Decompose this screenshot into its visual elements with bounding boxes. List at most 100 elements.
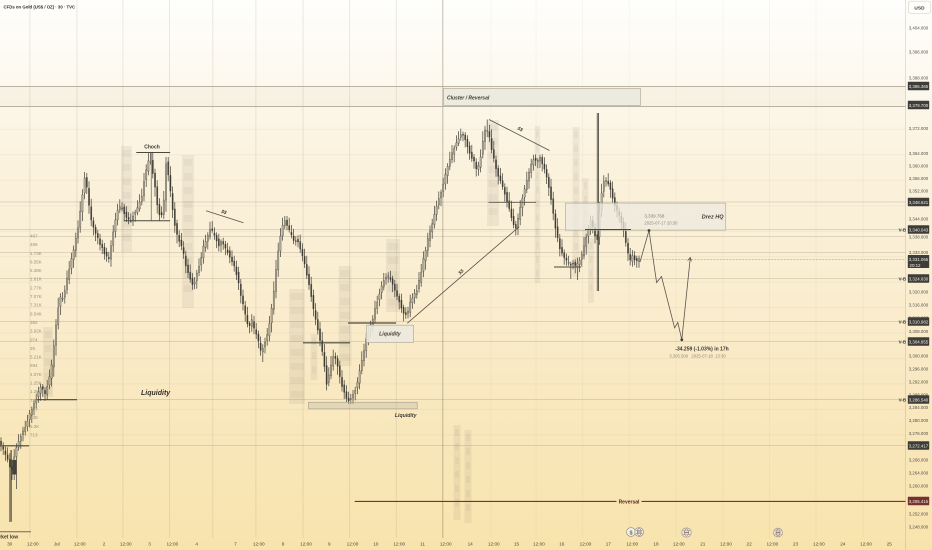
svg-text:12:00: 12:00: [580, 542, 592, 547]
svg-text:3,308.000: 3,308.000: [909, 329, 929, 334]
svg-text:12:00: 12:00: [533, 542, 545, 547]
svg-text:12:00: 12:00: [813, 542, 825, 547]
svg-text:6.38K: 6.38K: [30, 268, 42, 273]
svg-text:3,372.000: 3,372.000: [909, 126, 929, 131]
svg-text:2K: 2K: [30, 346, 36, 351]
svg-text:3,255.415: 3,255.415: [909, 499, 929, 504]
svg-text:12:00: 12:00: [167, 542, 179, 547]
svg-text:459: 459: [30, 242, 38, 247]
svg-text:12:00: 12:00: [253, 542, 265, 547]
svg-text:20:12: 20:12: [910, 263, 922, 268]
svg-text:3,331.065: 3,331.065: [909, 257, 929, 262]
svg-text:Jul: Jul: [54, 542, 60, 547]
svg-text:974: 974: [30, 337, 38, 342]
svg-text:Liquidity: Liquidity: [379, 332, 402, 338]
svg-text:12:00: 12:00: [488, 542, 500, 547]
svg-text:3,305.509 2025-07-18 13:30: 3,305.509 2025-07-18 13:30: [669, 354, 726, 359]
svg-text:2025-07-17 20:30: 2025-07-17 20:30: [644, 220, 678, 225]
svg-text:3,320.000: 3,320.000: [909, 289, 929, 294]
svg-text:3,268.000: 3,268.000: [909, 457, 929, 462]
svg-text:V-B: V-B: [899, 397, 906, 402]
svg-text:3,396.000: 3,396.000: [909, 49, 929, 54]
svg-text:3.92K: 3.92K: [30, 329, 42, 334]
svg-text:12:00: 12:00: [120, 542, 132, 547]
svg-text:V-B: V-B: [899, 227, 906, 232]
svg-text:3,352.000: 3,352.000: [909, 188, 929, 193]
svg-text:Cluster / Reversal: Cluster / Reversal: [447, 96, 490, 102]
svg-text:USD: USD: [914, 6, 925, 12]
svg-text:-34.259 (-1.03%) in 17h: -34.259 (-1.03%) in 17h: [675, 347, 728, 353]
svg-text:3,304.855: 3,304.855: [909, 339, 929, 344]
svg-text:14: 14: [468, 542, 474, 547]
svg-text:12:00: 12:00: [440, 542, 452, 547]
svg-text:3,300.000: 3,300.000: [909, 353, 929, 358]
svg-text:24: 24: [840, 542, 846, 547]
svg-text:3,286.540: 3,286.540: [909, 397, 929, 402]
svg-text:17: 17: [606, 542, 612, 547]
svg-text:12:00: 12:00: [27, 542, 39, 547]
svg-text:3,260.000: 3,260.000: [909, 483, 929, 488]
svg-text:9: 9: [328, 542, 331, 547]
svg-text:23: 23: [793, 542, 799, 547]
svg-text:3,344.000: 3,344.000: [909, 216, 929, 221]
svg-text:25: 25: [887, 542, 893, 547]
svg-text:$$: $$: [515, 125, 524, 133]
svg-text:3,360.000: 3,360.000: [909, 163, 929, 168]
svg-text:1.25K: 1.25K: [30, 381, 42, 386]
svg-text:5.2K: 5.2K: [30, 424, 39, 429]
svg-text:382: 382: [30, 320, 38, 325]
svg-text:1.2K: 1.2K: [30, 389, 39, 394]
svg-text:733: 733: [30, 398, 38, 403]
svg-text:694: 694: [30, 363, 38, 368]
svg-text:3,364.000: 3,364.000: [909, 151, 929, 156]
svg-text:12:00: 12:00: [347, 542, 359, 547]
svg-text:3,324.630: 3,324.630: [909, 276, 929, 281]
svg-text:3,404.000: 3,404.000: [909, 25, 929, 30]
svg-text:Reversal: Reversal: [619, 500, 640, 506]
svg-text:3,333.000: 3,333.000: [909, 250, 929, 255]
svg-text:12:00: 12:00: [300, 542, 312, 547]
svg-text:10: 10: [373, 542, 379, 547]
svg-text:$: $: [629, 530, 632, 536]
svg-text:2: 2: [103, 542, 106, 547]
svg-text:15: 15: [514, 542, 520, 547]
svg-text:3,252.000: 3,252.000: [909, 511, 929, 516]
svg-text:5.21K: 5.21K: [30, 355, 42, 360]
svg-text:Drez HQ: Drez HQ: [702, 214, 724, 220]
svg-text:8: 8: [282, 542, 285, 547]
svg-text:2.77K: 2.77K: [30, 285, 42, 290]
svg-text:3,248.000: 3,248.000: [909, 524, 929, 529]
svg-text:3,316.000: 3,316.000: [909, 302, 929, 307]
svg-text:3,379.700: 3,379.700: [909, 103, 929, 108]
svg-text:12:00: 12:00: [626, 542, 638, 547]
svg-text:16: 16: [559, 542, 565, 547]
svg-text:12:00: 12:00: [767, 542, 779, 547]
svg-text:3,348.621: 3,348.621: [909, 200, 929, 205]
svg-text:11: 11: [420, 542, 425, 547]
svg-text:12:00: 12:00: [720, 542, 732, 547]
svg-text:18: 18: [653, 542, 659, 547]
svg-text:Liquidity: Liquidity: [141, 390, 171, 397]
svg-text:4.07K: 4.07K: [30, 372, 42, 377]
svg-text:467: 467: [30, 234, 38, 239]
svg-text:763: 763: [30, 407, 38, 412]
svg-text:4: 4: [195, 542, 198, 547]
svg-text:7.31K: 7.31K: [30, 303, 42, 308]
svg-text:market low: market low: [0, 535, 18, 541]
svg-text:Choch: Choch: [144, 145, 160, 151]
svg-text:CFDs on Gold (US$ / OZ) · 30 ·: CFDs on Gold (US$ / OZ) · 30 · TVC: [4, 5, 76, 10]
svg-text:12:00: 12:00: [673, 542, 685, 547]
svg-text:12:00: 12:00: [860, 542, 872, 547]
svg-text:3,284.000: 3,284.000: [909, 405, 929, 410]
svg-text:3,385.365: 3,385.365: [909, 84, 929, 89]
svg-text:3,296.000: 3,296.000: [909, 366, 929, 371]
svg-text:3,288.000: 3,288.000: [909, 392, 929, 397]
svg-text:$$: $$: [457, 268, 466, 277]
svg-text:3,388.000: 3,388.000: [909, 75, 929, 80]
svg-text:30: 30: [7, 542, 13, 547]
svg-text:V-B: V-B: [899, 276, 906, 281]
svg-text:V-B: V-B: [899, 339, 906, 344]
svg-text:3,338.000: 3,338.000: [909, 234, 929, 239]
svg-text:12:00: 12:00: [74, 542, 86, 547]
svg-text:3,310.982: 3,310.982: [909, 319, 929, 324]
